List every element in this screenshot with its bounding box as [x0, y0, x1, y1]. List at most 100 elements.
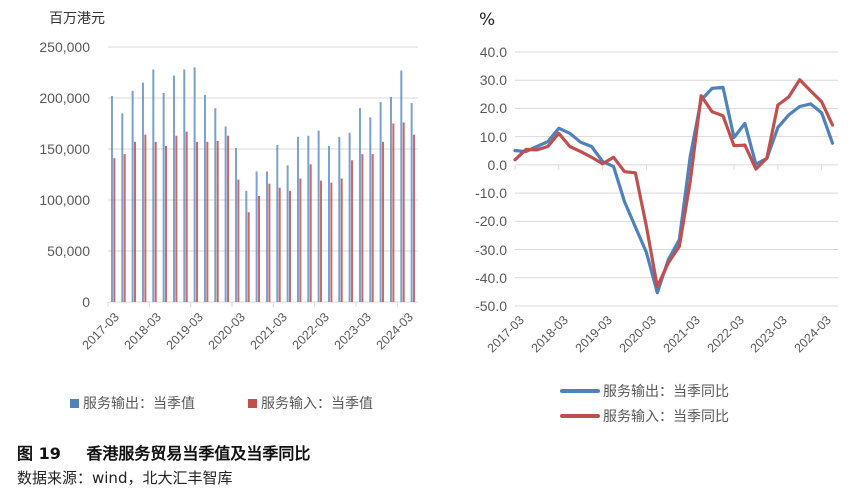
export-bar	[172, 75, 175, 302]
export-bar	[276, 144, 279, 302]
export-bar	[121, 113, 124, 302]
bar-plot-area	[107, 46, 418, 307]
export-bar	[162, 92, 165, 303]
bar-chart-unit-label: 百万港元	[49, 11, 105, 27]
line-legend-import: 服务输入：当季同比	[560, 406, 729, 426]
red-line-icon	[560, 414, 600, 418]
figure-source: 数据来源：wind，北大汇丰智库	[17, 469, 233, 487]
import-bar	[144, 134, 147, 302]
line-chart: % 40.0 30.0 20.0 10.0 0.0 -10.0 -20.0 -3…	[440, 0, 852, 430]
figure-caption: 图 19 香港服务贸易当季值及当季同比	[17, 440, 310, 464]
import-bar	[227, 135, 230, 302]
line-chart-unit-label: %	[479, 10, 496, 30]
import-bar	[216, 140, 219, 302]
import-bar	[123, 154, 126, 302]
import-bar	[392, 123, 395, 302]
line-xtick: 2017-03	[484, 313, 527, 356]
line-ytick: -20.0	[475, 213, 507, 229]
blue-line-icon	[560, 389, 600, 393]
export-bar	[224, 126, 227, 302]
bar-ytick: 150,000	[39, 141, 90, 157]
bar-ytick: 50,000	[47, 243, 90, 259]
import-bar	[185, 131, 188, 302]
line-ytick: 40.0	[479, 44, 507, 60]
import-bar	[247, 212, 250, 302]
export-bar	[338, 136, 341, 302]
export-bar	[110, 95, 113, 303]
import-bar	[113, 158, 116, 302]
import-bar	[351, 160, 354, 302]
export-bar	[400, 70, 403, 303]
import-bar	[330, 182, 333, 302]
import-bar	[165, 145, 168, 302]
import-bar	[361, 154, 364, 302]
import-bar	[237, 179, 240, 302]
bar-ytick: 250,000	[39, 39, 90, 55]
import-bar	[320, 180, 323, 302]
bar-ytick: 200,000	[39, 90, 90, 106]
import-bar	[402, 122, 405, 302]
figure-title: 香港服务贸易当季值及当季同比	[86, 444, 311, 463]
import-bar	[278, 187, 281, 302]
import-bar	[289, 190, 292, 302]
export-bar	[131, 90, 134, 302]
export-bar	[183, 69, 186, 302]
bar-legend-import: 服务输入：当季值	[248, 393, 373, 413]
line-xtick: 2018-03	[528, 313, 571, 356]
figure-label: 图 19	[17, 444, 61, 463]
export-bar	[327, 145, 330, 302]
export-bar	[369, 117, 372, 302]
bar-legend-export: 服务输出：当季值	[70, 393, 195, 413]
export-bar	[296, 136, 299, 302]
export-bar	[141, 82, 144, 302]
line-xtick: 2020-03	[616, 313, 659, 356]
export-bar	[152, 69, 155, 302]
line-ytick: 0.0	[487, 157, 507, 173]
import-bar	[413, 134, 416, 302]
export-bar	[348, 132, 351, 302]
export-bar	[358, 108, 361, 302]
export-bar	[234, 147, 237, 302]
import-bar	[371, 154, 374, 302]
line-xtick: 2019-03	[572, 313, 615, 356]
import-bar	[340, 178, 343, 302]
legend-label: 服务输入：当季同比	[603, 409, 729, 425]
line-ytick: 10.0	[479, 129, 507, 145]
export-bar	[389, 96, 392, 302]
export-bar	[245, 190, 248, 302]
export-bar	[265, 171, 268, 302]
import-bar	[268, 183, 271, 302]
import-bar	[175, 135, 178, 302]
line-xtick: 2021-03	[660, 313, 703, 356]
blue-square-icon	[70, 398, 79, 408]
export-bar	[214, 108, 217, 302]
import-bar	[309, 164, 312, 302]
import-bar	[258, 195, 261, 302]
legend-label: 服务输出：当季值	[83, 396, 195, 412]
line-ytick: 30.0	[479, 72, 507, 88]
export-bar	[410, 103, 413, 302]
line-xtick: 2024-03	[791, 313, 834, 356]
import-bar	[196, 141, 199, 302]
bar-chart: 百万港元 250,000 200,000 150,000 100,000 50,…	[0, 0, 440, 430]
bar-ytick: 0	[82, 294, 90, 310]
export-bar	[203, 94, 206, 302]
import-bar	[206, 141, 209, 302]
red-square-icon	[248, 398, 257, 408]
line-legend-export: 服务输出：当季同比	[560, 381, 729, 401]
legend-label: 服务输出：当季同比	[603, 384, 729, 400]
import-yoy-line	[513, 78, 835, 289]
import-bar	[154, 141, 157, 302]
export-bar	[193, 67, 196, 303]
export-yoy-line	[513, 85, 835, 295]
legend-label: 服务输入：当季值	[261, 396, 373, 412]
import-bar	[382, 141, 385, 302]
export-bar	[379, 102, 382, 302]
line-plot-area	[513, 51, 838, 307]
import-bar	[134, 141, 137, 302]
line-ytick: -50.0	[475, 298, 507, 314]
line-ytick: -30.0	[475, 242, 507, 258]
line-ytick: -10.0	[475, 185, 507, 201]
export-bar	[317, 130, 320, 302]
export-bar	[286, 165, 289, 302]
